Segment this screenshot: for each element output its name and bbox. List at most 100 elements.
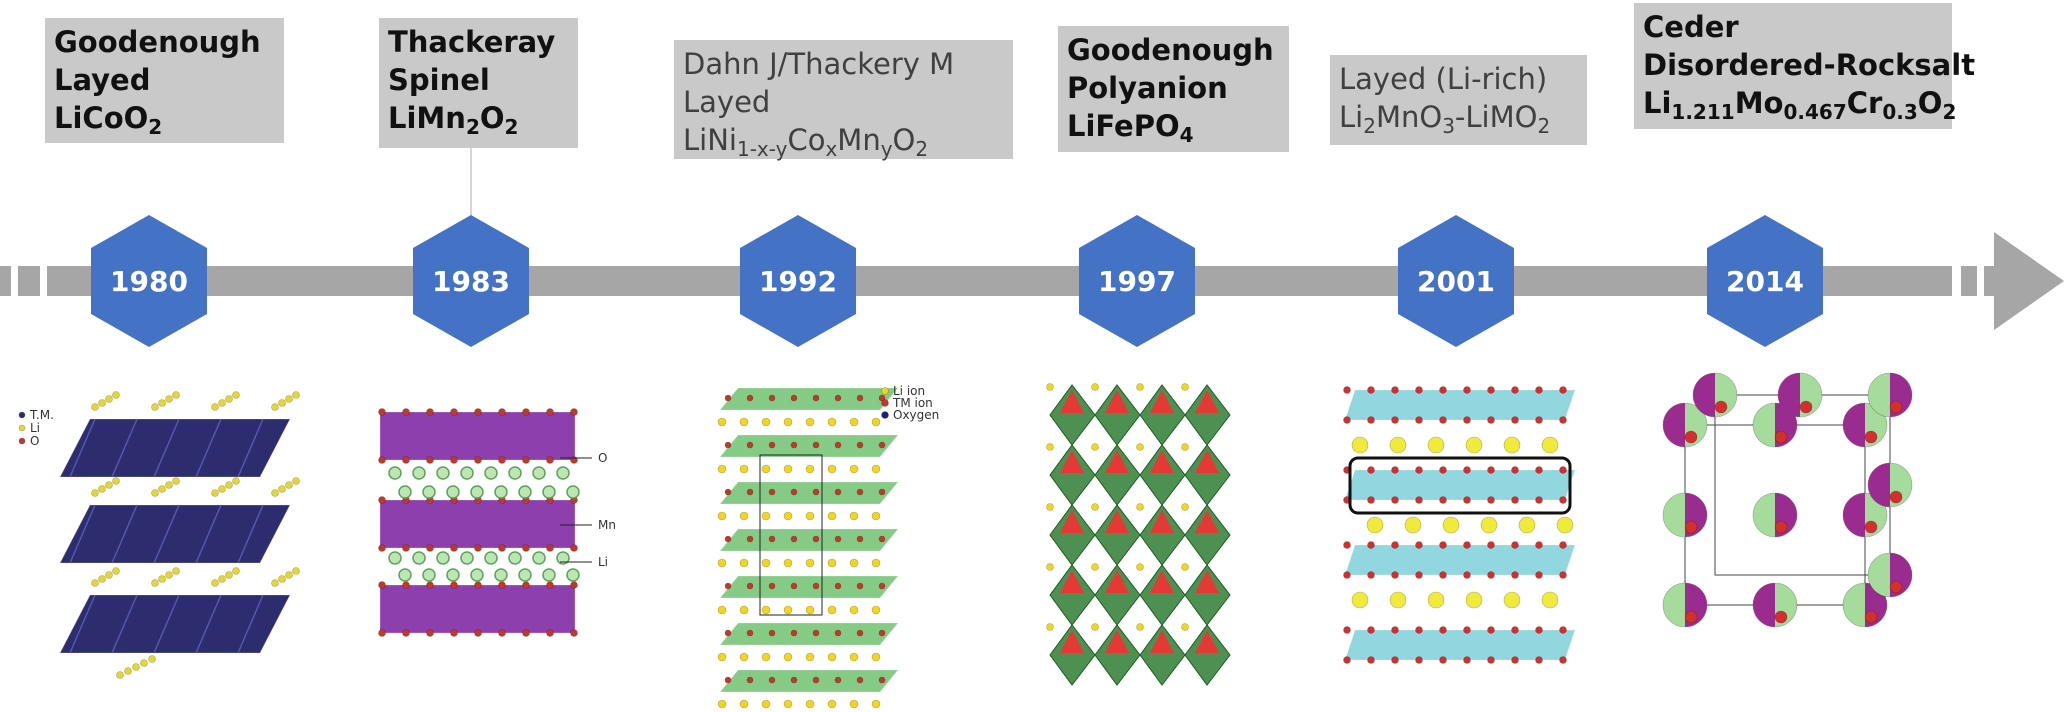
atom: [1181, 443, 1189, 451]
atom: [834, 676, 842, 684]
structure-label: Oxygen: [893, 408, 939, 422]
atom: [881, 399, 889, 407]
atom: [724, 676, 732, 684]
atom: [878, 629, 886, 637]
polyhedra-layer: [718, 387, 900, 411]
atom: [1091, 503, 1099, 511]
o-atom: [1889, 490, 1903, 504]
atom: [1136, 503, 1144, 511]
o-atom: [1864, 520, 1878, 534]
atom: [1091, 383, 1099, 391]
arrow-dash: [1984, 266, 1994, 296]
atom: [91, 489, 99, 497]
atom: [1535, 496, 1543, 504]
atom: [812, 394, 820, 402]
tetrahedron: [1150, 390, 1174, 413]
atom: [1535, 386, 1543, 394]
atom: [1136, 563, 1144, 571]
octahedron: [1184, 564, 1231, 626]
atom: [1559, 416, 1567, 424]
atom: [834, 441, 842, 449]
atom: [522, 544, 530, 552]
atom: [1389, 591, 1407, 609]
atom: [98, 575, 106, 583]
atom: [1487, 626, 1495, 634]
polyhedra-layer: [718, 528, 900, 552]
atom: [871, 699, 881, 709]
atom: [1181, 623, 1189, 631]
atom: [834, 629, 842, 637]
li-atom: [422, 568, 436, 582]
tetrahedron: [1060, 510, 1084, 533]
atom: [450, 408, 458, 416]
formula: LiFePO4: [1067, 107, 1280, 145]
atom: [1391, 541, 1399, 549]
atom: [878, 582, 886, 590]
atom: [1535, 571, 1543, 579]
arrow-shaft: [79, 266, 1919, 296]
edge: [69, 418, 96, 478]
atom: [746, 488, 754, 496]
formula-text: O: [892, 123, 916, 157]
o-atom: [1799, 400, 1813, 414]
atom: [546, 456, 554, 464]
atom: [474, 408, 482, 416]
structure-label: T.M.: [29, 408, 54, 422]
atom: [849, 417, 859, 427]
year-hexagon: [1079, 215, 1195, 347]
milestone-line: Thackeray: [388, 25, 556, 59]
atom: [18, 437, 26, 445]
polyhedra-layer: [718, 575, 900, 599]
edge: [195, 594, 222, 654]
atom: [1511, 626, 1519, 634]
atom: [878, 394, 886, 402]
atom: [834, 394, 842, 402]
atom: [1511, 541, 1519, 549]
o-atom: [1774, 610, 1788, 624]
atom: [285, 571, 293, 579]
atom: [1367, 386, 1375, 394]
atom: [881, 387, 889, 395]
atom: [1439, 541, 1447, 549]
atom: [1439, 496, 1447, 504]
polyhedra-layer: [1344, 629, 1576, 661]
milestone-line: Dahn J/Thackery M: [683, 47, 955, 81]
atom: [1415, 541, 1423, 549]
atom: [218, 485, 226, 493]
atom: [746, 629, 754, 637]
atom: [522, 408, 530, 416]
edge: [195, 504, 222, 564]
atom: [1415, 656, 1423, 664]
milestone-line: Ceder: [1643, 10, 1739, 44]
atom: [724, 582, 732, 590]
atom: [849, 652, 859, 662]
formula-subscript: 0.3: [1882, 100, 1918, 124]
formula-subscript: 2: [504, 115, 519, 139]
polyhedra-layer: [718, 434, 900, 458]
atom: [151, 579, 159, 587]
atom: [805, 417, 815, 427]
formula-subscript: 3: [1442, 114, 1455, 138]
li-atom: [446, 485, 460, 499]
li-atom: [436, 551, 450, 565]
atom: [498, 408, 506, 416]
formula-subscript: 2: [915, 137, 929, 161]
atom: [546, 629, 554, 637]
polyhedra-layer: [1344, 389, 1576, 421]
atom: [218, 575, 226, 583]
atom: [1343, 656, 1351, 664]
tetrahedron: [1150, 450, 1174, 473]
structure-label: O: [598, 451, 607, 465]
atom: [849, 511, 859, 521]
tetrahedron: [1150, 630, 1174, 653]
atom: [158, 575, 166, 583]
atom: [871, 464, 881, 474]
atom: [91, 579, 99, 587]
atom: [378, 629, 386, 637]
tetrahedron: [1105, 630, 1129, 653]
atom: [1091, 443, 1099, 451]
atom: [1503, 436, 1521, 454]
li-atom: [532, 551, 546, 565]
atom: [1136, 623, 1144, 631]
